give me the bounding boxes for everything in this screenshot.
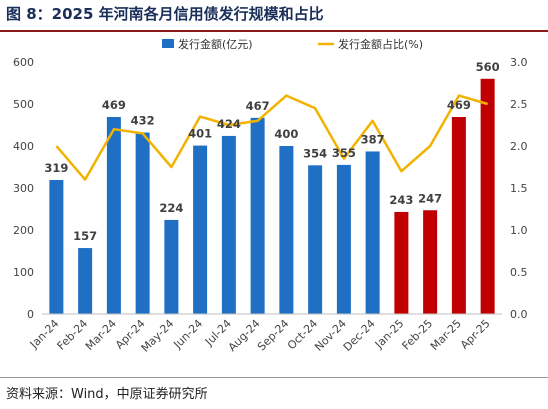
legend-swatch-bar [162,39,174,48]
bar-value-label: 401 [188,127,212,141]
bar [365,151,380,314]
right-axis-tick-label: 0.5 [510,266,528,279]
bar [279,146,294,314]
bar [250,117,265,314]
bar-value-label: 243 [389,193,413,207]
right-axis-tick-label: 2.0 [510,140,528,153]
left-axis-tick-label: 600 [13,56,34,69]
bar [135,132,150,314]
bar-value-label: 355 [332,146,356,160]
bar-value-label: 319 [44,161,68,175]
left-axis-tick-label: 300 [13,182,34,195]
bar-value-label: 247 [418,191,442,205]
figure-title: 图 8：2025 年河南各月信用债发行规模和占比 [6,5,324,23]
x-axis-tick-label: Aug-24 [226,317,263,354]
left-axis-tick-label: 200 [13,224,34,237]
bar [423,210,438,314]
right-axis-tick-label: 1.0 [510,224,528,237]
x-axis-tick-label: Mar-24 [83,317,119,353]
x-axis-tick-label: Mar-25 [428,317,464,353]
x-axis-tick-label: Dec-24 [341,317,378,354]
title-divider [0,30,548,32]
bar [49,180,64,314]
bar-value-label: 469 [447,98,471,112]
bar [78,248,93,314]
share-line [55,94,488,181]
right-axis-tick-label: 2.5 [510,98,528,111]
bar [193,145,208,314]
bar-value-label: 469 [102,98,126,112]
bar-value-label: 400 [274,127,298,141]
bar [394,211,409,314]
right-axis-tick-label: 1.5 [510,182,528,195]
bar [308,165,323,314]
left-axis-tick-label: 0 [27,308,34,321]
x-axis-tick-label: Jun-24 [170,317,205,352]
bar [106,117,121,315]
bar-value-label: 560 [476,60,500,74]
bar-value-label: 424 [217,117,241,131]
right-axis-tick-label: 0.0 [510,308,528,321]
bar-value-label: 224 [159,201,183,215]
left-axis-tick-label: 500 [13,98,34,111]
source-divider [0,377,548,378]
source-note: 资料来源：Wind，中原证券研究所 [6,387,208,402]
bar-value-label: 354 [303,146,327,160]
x-axis-tick-label: Feb-24 [55,317,91,353]
x-axis-tick-label: Sep-24 [255,317,292,354]
x-axis-tick-label: Apr-25 [458,317,493,352]
bar [336,164,351,314]
bar [164,219,179,314]
legend-label-line: 发行金额占比(%) [338,37,423,51]
left-axis-tick-label: 100 [13,266,34,279]
bar [221,135,236,314]
bar-value-label: 157 [73,229,97,243]
x-axis-tick-label: Feb-25 [400,317,436,353]
x-axis-tick-label: May-24 [139,317,177,355]
left-axis-tick-label: 400 [13,140,34,153]
legend-label-bar: 发行金额(亿元) [178,37,253,51]
right-axis-tick-label: 3.0 [510,56,528,69]
bar-value-label: 387 [361,132,385,146]
bar [480,78,495,314]
bar-value-label: 467 [246,99,270,113]
bar-value-label: 432 [131,114,155,128]
bar [451,117,466,315]
